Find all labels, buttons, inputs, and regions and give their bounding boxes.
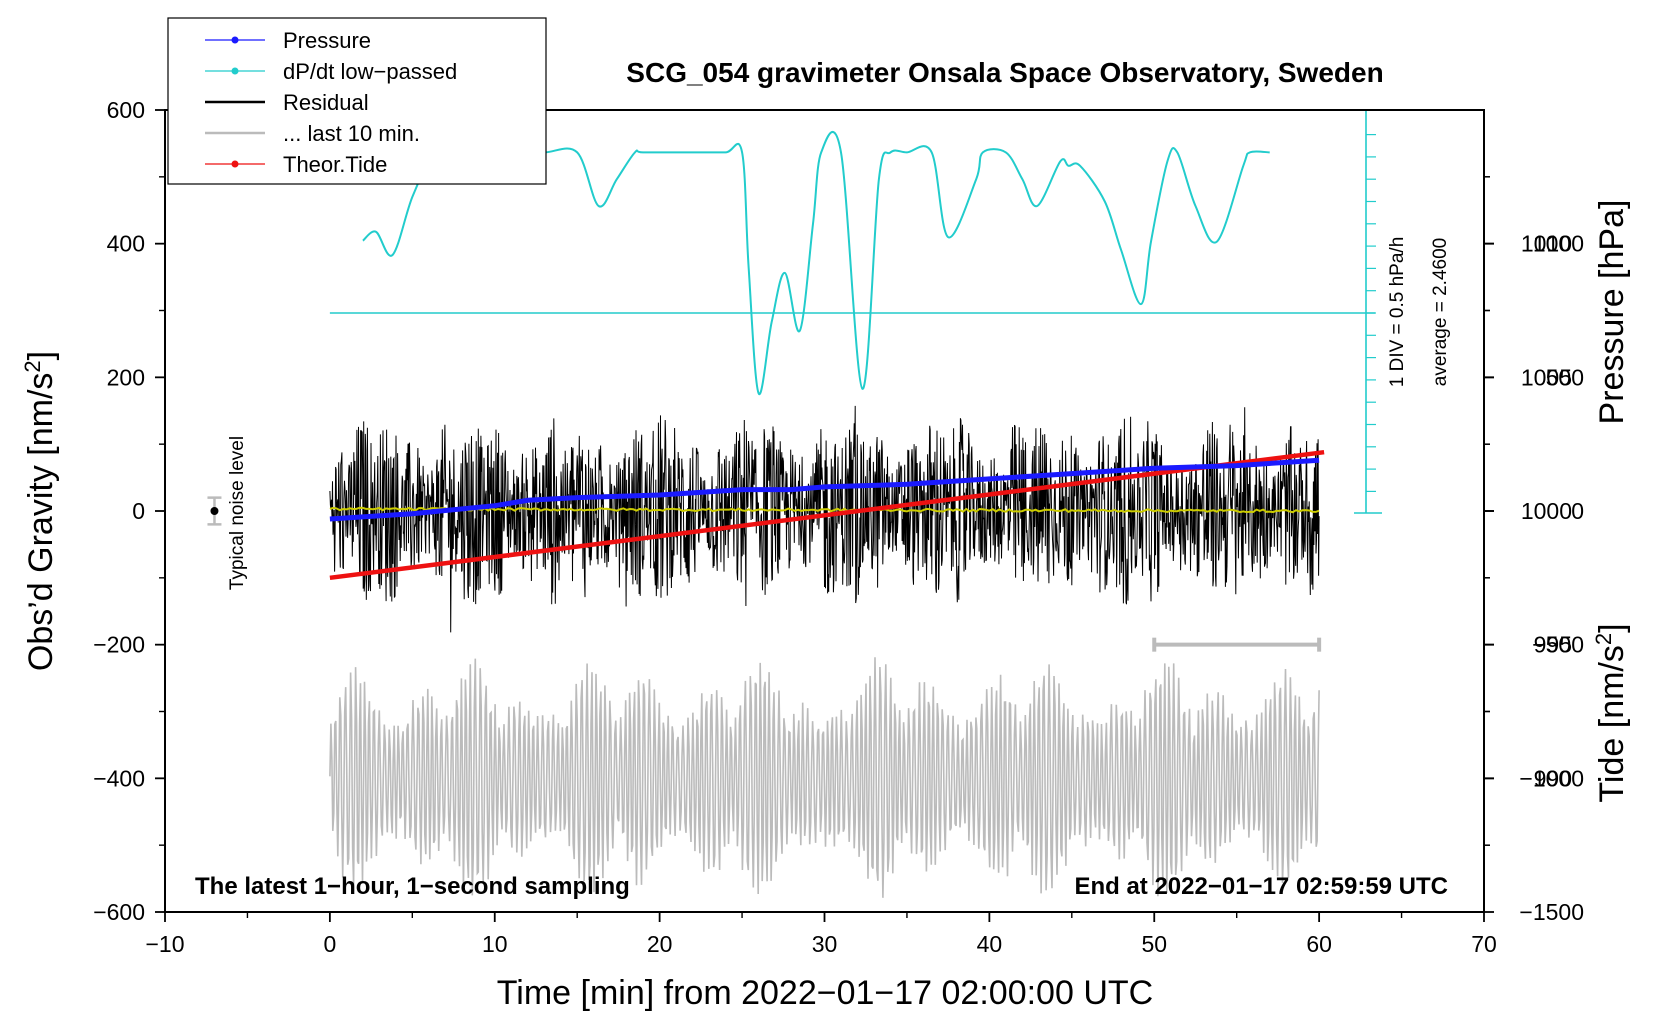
dpdt-series: [329, 130, 1375, 396]
y-left-tick-label: −400: [93, 765, 145, 791]
x-tick-label: 60: [1306, 931, 1332, 957]
y-left-tick-label: 600: [107, 97, 145, 123]
dpdt-scale-label: 1 DIV = 0.5 hPa/h: [1387, 237, 1408, 388]
legend-marker: [231, 160, 239, 168]
y-axis-tide-title: Tide [nm/s2]: [1591, 623, 1631, 802]
residual-series: [329, 405, 1320, 633]
x-tick-label: −10: [145, 931, 184, 957]
legend-label: Theor.Tide: [283, 152, 387, 177]
x-axis: −10 0 10 20 30 40 50 60 70: [145, 912, 1497, 957]
legend-label: dP/dt low−passed: [283, 59, 457, 84]
pressure-line: [329, 457, 1320, 522]
y-tide-tick-label: −500: [1532, 632, 1584, 658]
last-10-min-series: [329, 657, 1320, 898]
legend-marker: [231, 67, 239, 75]
y-left-tick-label: −200: [93, 632, 145, 658]
residual-mean-path: [329, 506, 1320, 514]
legend-label: Pressure: [283, 28, 371, 53]
noise-level-label: Typical noise level: [227, 436, 248, 590]
theoretical-tide-series: [329, 449, 1325, 581]
residual-mean-line: [329, 506, 1320, 514]
y-left-tick-label: 0: [132, 498, 145, 524]
x-tick-label: 0: [323, 931, 336, 957]
y-pressure-tick-label: 1010: [1521, 231, 1572, 257]
annotation-bottom-left: The latest 1−hour, 1−second sampling: [195, 873, 630, 900]
legend: Pressure dP/dt low−passed Residual ... last…: [167, 17, 547, 185]
y-tide-tick-label: 1000: [1533, 231, 1584, 257]
legend-label: Residual: [283, 90, 369, 115]
x-axis-title: Time [min] from 2022−01−17 02:00:00 UTC: [497, 974, 1153, 1012]
legend-marker: [231, 36, 239, 44]
chart-title: SCG_054 gravimeter Onsala Space Observat…: [626, 57, 1383, 88]
x-tick-label: 40: [977, 931, 1003, 957]
y-tide-tick-label: 500: [1546, 364, 1584, 390]
y-axis-pressure-title: Pressure [hPa]: [1593, 200, 1631, 425]
residual-line: [329, 405, 1320, 633]
y-pressure-tick-label: 1005: [1521, 364, 1572, 390]
x-tick-label: 70: [1471, 931, 1497, 957]
last-10-min-bracket: [1152, 637, 1322, 652]
dpdt-line: [362, 130, 1270, 396]
y-axis-left-title: Obs’d Gravity [nm/s2]: [20, 351, 60, 671]
dpdt-scale-bar: [1354, 110, 1382, 514]
y-pressure-tick-label: 990: [1534, 765, 1572, 791]
x-tick-label: 20: [647, 931, 673, 957]
pressure-series: [329, 457, 1320, 522]
y-left-tick-label: −600: [93, 899, 145, 925]
x-tick-label: 10: [482, 931, 508, 957]
y-pressure-tick-label: 995: [1534, 632, 1572, 658]
y-tide-tick-label: −1000: [1519, 765, 1584, 791]
y-left-tick-label: 200: [107, 364, 145, 390]
dpdt-average-label: average = 2.4600: [1430, 238, 1451, 386]
y-tide-tick-label: 0: [1571, 498, 1584, 524]
legend-label: ... last 10 min.: [283, 121, 420, 146]
y-axis-pressure: 1010 1005 1000 995 990: [1484, 176, 1572, 846]
last-10-min-line: [329, 657, 1320, 898]
noise-level-indicator: [207, 496, 222, 526]
noise-marker: [210, 507, 219, 515]
y-tide-tick-label: −1500: [1519, 899, 1584, 925]
y-axis-left: 600 400 200 0 −200 −400 −600: [93, 97, 165, 925]
tide-line: [329, 449, 1325, 581]
y-left-tick-label: 400: [107, 231, 145, 257]
x-tick-label: 30: [812, 931, 838, 957]
y-pressure-tick-label: 1000: [1521, 498, 1572, 524]
annotation-bottom-right: End at 2022−01−17 02:59:59 UTC: [1074, 873, 1448, 900]
x-tick-label: 50: [1141, 931, 1167, 957]
y-axis-tide: 1000 500 0 −500 −1000 −1500: [1484, 176, 1584, 925]
